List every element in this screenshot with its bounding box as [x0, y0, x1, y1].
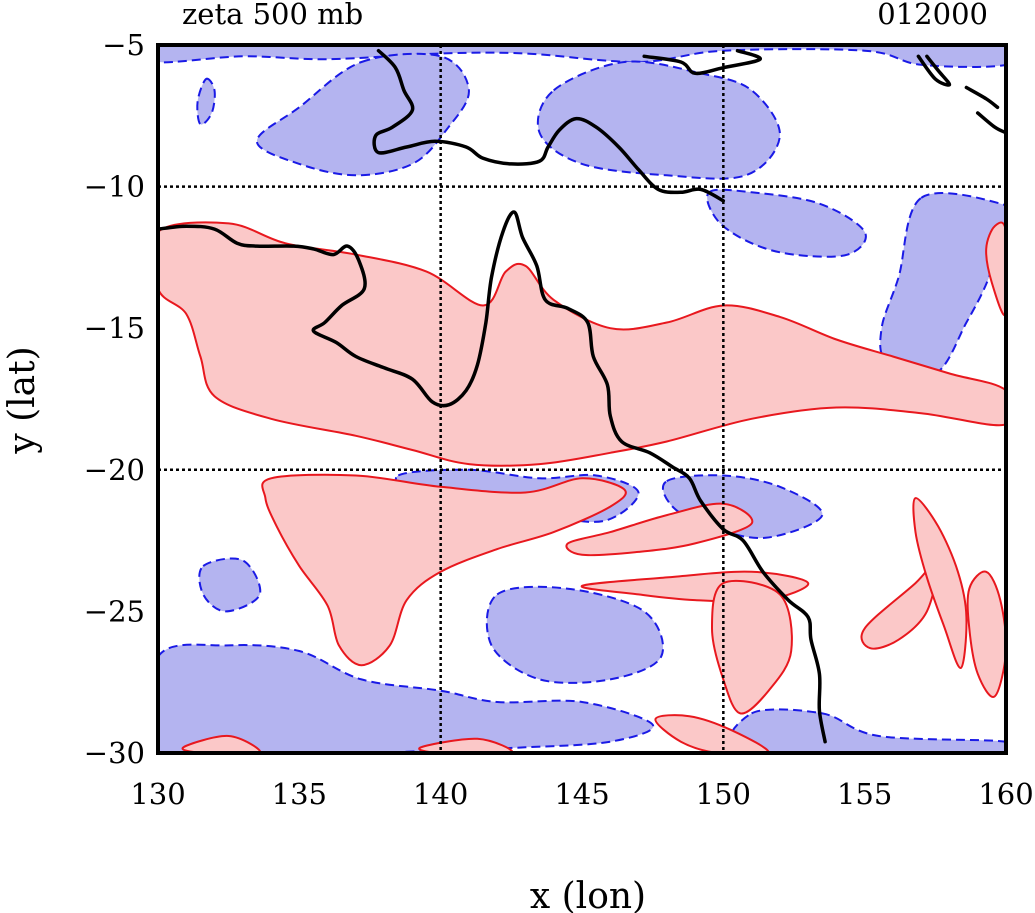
negative-vorticity-region-3	[196, 77, 216, 126]
negative-vorticity-region-8	[485, 585, 665, 684]
negative-vorticity-region-0	[158, 45, 1006, 68]
x-tick-label-145: 145	[554, 777, 609, 811]
coastline-2	[158, 210, 827, 744]
y-tick-label-m25: −25	[84, 594, 145, 628]
negative-vorticity-region-9	[158, 643, 655, 753]
negative-vorticity-region-5	[879, 192, 1006, 377]
chart-timestamp: 012000	[877, 0, 988, 31]
positive-vorticity-region-2	[565, 502, 754, 557]
y-tick-label-m20: −20	[84, 453, 145, 487]
positive-vorticity-region-11	[654, 714, 770, 753]
grid-lines	[158, 45, 1006, 753]
positive-vorticity-region-6	[912, 497, 968, 670]
y-tick-label-m30: −30	[84, 736, 145, 770]
x-tick-label-155: 155	[837, 777, 892, 811]
coastline-5	[975, 111, 1006, 135]
positive-vorticity-region-1	[261, 473, 627, 667]
positive-vorticity-region-4	[710, 579, 793, 715]
positive-vorticity-region-5	[860, 558, 940, 650]
x-tick-label-135: 135	[272, 777, 327, 811]
negative-vorticity-region-10	[728, 708, 1006, 753]
x-axis-label: x (lon)	[530, 876, 646, 913]
axis-ticks: 130 135 140 145 150 155 160 −5 −10 −15 −20 −25 −30	[84, 28, 1034, 811]
x-tick-label-140: 140	[413, 777, 468, 811]
coastline-4	[964, 85, 1000, 110]
coastline-1	[642, 48, 762, 76]
coastline-layer	[158, 48, 1006, 744]
y-tick-label-m15: −15	[84, 311, 145, 345]
coastline-0	[372, 48, 726, 203]
positive-vorticity-region-7	[966, 570, 1006, 698]
x-tick-label-160: 160	[978, 777, 1033, 811]
negative-vorticity-region-4	[706, 188, 867, 258]
positive-vorticity-layer	[158, 221, 1006, 753]
chart-title: zeta 500 mb	[182, 0, 363, 31]
x-tick-label-130: 130	[130, 777, 185, 811]
y-axis-label: y (lat)	[2, 346, 43, 454]
negative-vorticity-region-11	[198, 557, 262, 613]
x-tick-label-150: 150	[696, 777, 751, 811]
y-tick-label-m5: −5	[102, 28, 145, 62]
y-tick-label-m10: −10	[84, 170, 145, 204]
negative-vorticity-region-2	[536, 60, 781, 180]
plot-frame	[156, 43, 1008, 755]
coastline-3	[916, 54, 952, 87]
